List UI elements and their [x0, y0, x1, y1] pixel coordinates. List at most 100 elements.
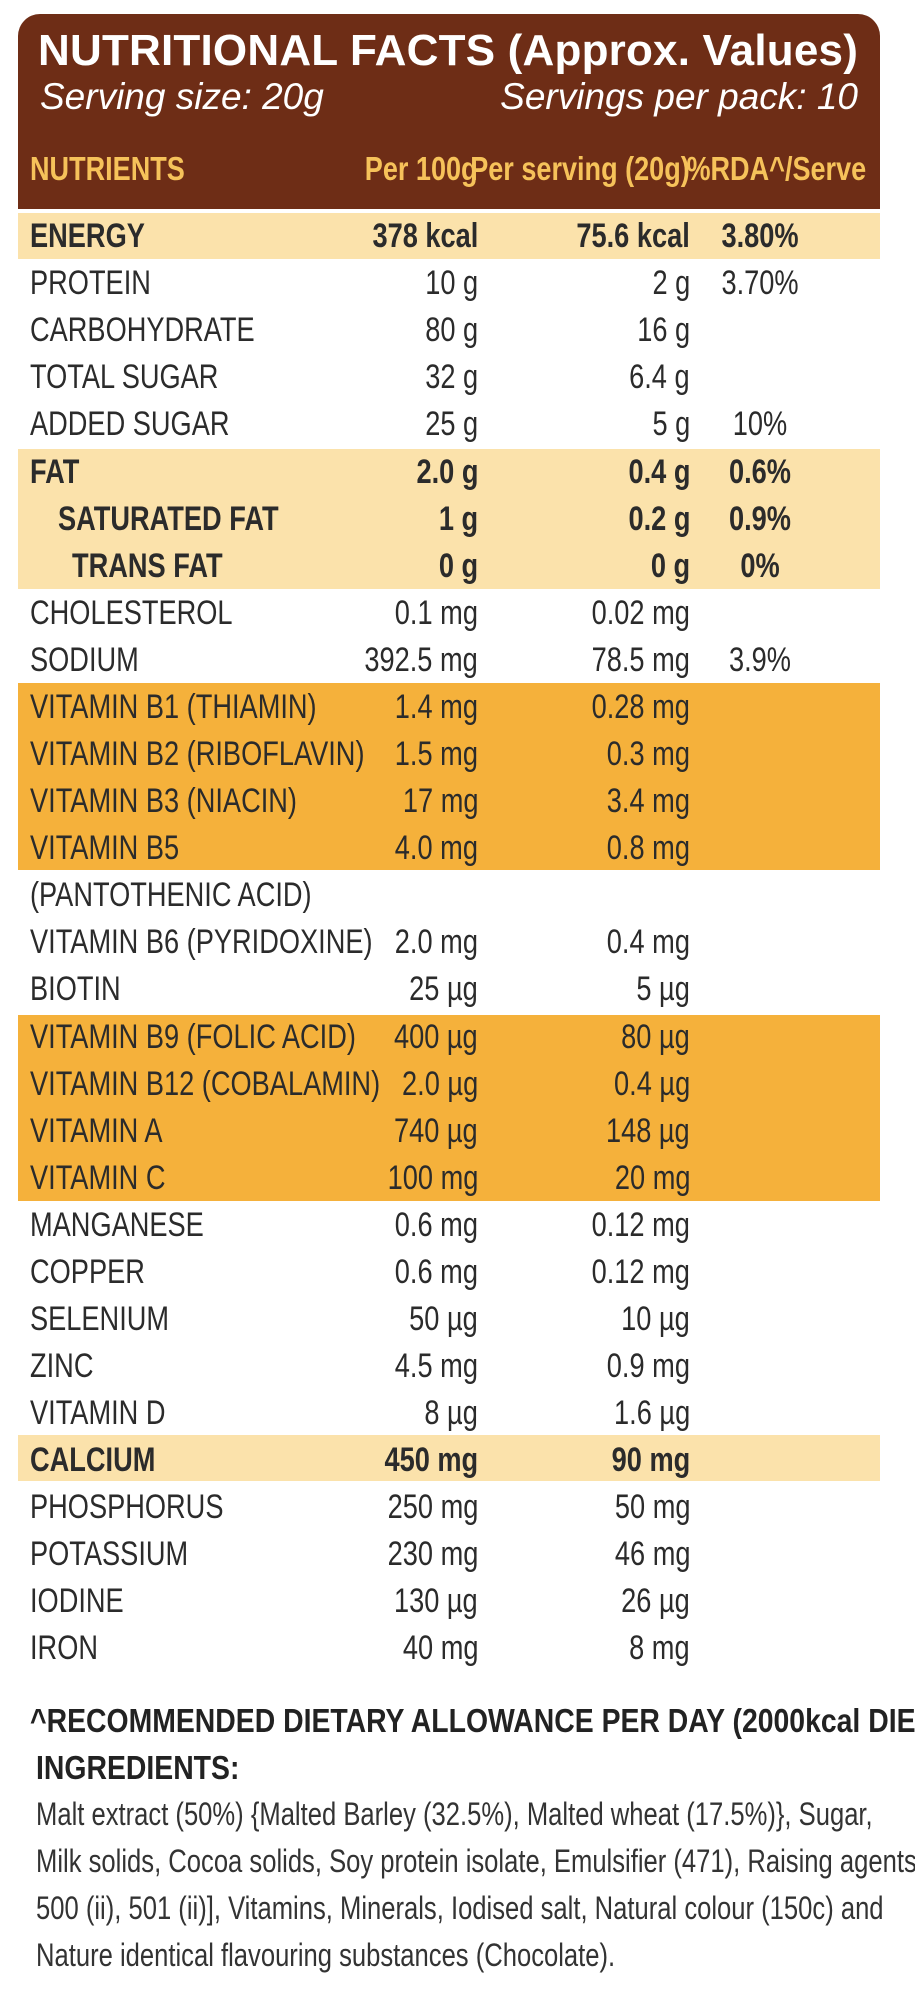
nutrient-name: FAT	[30, 453, 80, 491]
nutrient-name: CARBOHYDRATE	[30, 311, 255, 349]
per100-value: 1 g	[438, 500, 478, 538]
per-serving-value: 80 µg	[621, 1018, 690, 1056]
rda-value: 3.80%	[721, 217, 799, 255]
nutrient-name: ZINC	[30, 1347, 94, 1385]
highlight-band-vitamins-folic	[18, 1015, 880, 1201]
per100-value: 2.0 g	[416, 453, 478, 491]
per100-value: 250 mg	[387, 1488, 478, 1526]
per-serving-value: 75.6 kcal	[576, 217, 690, 255]
ingredients-line: 500 (ii), 501 (ii)], Vitamins, Minerals,…	[36, 1890, 884, 1926]
per100-value: 230 mg	[387, 1535, 478, 1573]
per-serving-value: 5 g	[652, 405, 690, 443]
rda-value: 0%	[740, 547, 780, 585]
per100-value: 0.1 mg	[394, 594, 478, 632]
nutrient-name: VITAMIN B12 (COBALAMIN)	[30, 1065, 381, 1103]
per-serving-value: 0.3 mg	[606, 735, 690, 773]
per100-value: 100 mg	[387, 1159, 478, 1197]
nutrient-name: VITAMIN B6 (PYRIDOXINE)	[30, 923, 373, 961]
per-serving-value: 6.4 g	[629, 358, 691, 396]
rda-value: 3.70%	[721, 264, 799, 302]
per100-value: 4.0 mg	[394, 829, 478, 867]
table-row: CARBOHYDRATE 80 g 16 g	[18, 306, 880, 354]
per100-value: 0.6 mg	[394, 1206, 478, 1244]
per-serving-value: 50 mg	[614, 1488, 690, 1526]
nutrient-name: IODINE	[30, 1582, 124, 1620]
nutrient-name: CALCIUM	[30, 1441, 156, 1479]
table-row: ENERGY 378 kcal 75.6 kcal 3.80%	[18, 212, 880, 260]
table-row: IRON 40 mg 8 mg	[18, 1624, 880, 1672]
highlight-band-calcium	[18, 1435, 880, 1481]
per-serving-value: 148 µg	[606, 1112, 690, 1150]
per100-value: 0.6 mg	[394, 1253, 478, 1291]
per-serving-value: 26 µg	[621, 1582, 690, 1620]
per100-value: 8 µg	[424, 1394, 478, 1432]
table-row: IODINE 130 µg 26 µg	[18, 1577, 880, 1625]
per100-value: 4.5 mg	[394, 1347, 478, 1385]
rda-value: 0.9%	[729, 500, 791, 538]
nutrient-name: ENERGY	[30, 217, 145, 255]
nutrient-name: CHOLESTEROL	[30, 594, 233, 632]
per100-value: 17 mg	[402, 782, 478, 820]
nutrient-name: SATURATED FAT	[58, 500, 279, 538]
per-serving-value: 20 mg	[614, 1159, 690, 1197]
per100-value: 1.4 mg	[394, 688, 478, 726]
table-row: TRANS FAT 0 g 0 g 0%	[18, 542, 880, 590]
per-serving-value: 8 mg	[629, 1629, 690, 1667]
per100-value: 400 µg	[394, 1018, 478, 1056]
per-serving-value: 46 mg	[614, 1535, 690, 1573]
rda-value: 10%	[732, 405, 788, 443]
per100-value: 450 mg	[384, 1441, 478, 1479]
table-row: PROTEIN 10 g 2 g 3.70%	[18, 259, 880, 307]
per-serving-value: 78.5 mg	[591, 641, 690, 679]
ingredients-line: Milk solids, Cocoa solids, Soy protein i…	[36, 1843, 915, 1879]
table-row: CHOLESTEROL 0.1 mg 0.02 mg	[18, 589, 880, 637]
per-serving-value: 0.12 mg	[591, 1253, 690, 1291]
nutrient-name: IRON	[30, 1629, 98, 1667]
per100-value: 80 g	[425, 311, 478, 349]
per-serving-value: 0.2 g	[628, 500, 690, 538]
nutrient-name: VITAMIN D	[30, 1394, 166, 1432]
per100-value: 40 mg	[402, 1629, 478, 1667]
per100-value: 392.5 mg	[364, 641, 478, 679]
table-row: SATURATED FAT 1 g 0.2 g 0.9%	[18, 495, 880, 543]
table-row: ADDED SUGAR 25 g 5 g 10%	[18, 400, 880, 448]
table-row: SELENIUM 50 µg 10 µg	[18, 1295, 880, 1343]
nutrient-name: PHOSPHORUS	[30, 1488, 224, 1526]
table-row: VITAMIN B2 (RIBOFLAVIN) 1.5 mg 0.3 mg	[18, 730, 880, 778]
per-serving-value: 16 g	[637, 311, 690, 349]
per-serving-value: 90 mg	[611, 1441, 690, 1479]
per-serving-value: 3.4 mg	[606, 782, 690, 820]
per100-value: 25 µg	[409, 970, 478, 1008]
nutrient-name: (PANTOTHENIC ACID)	[30, 876, 312, 914]
table-row: VITAMIN D 8 µg 1.6 µg	[18, 1389, 880, 1437]
ingredients-line: Nature identical flavouring substances (…	[36, 1937, 616, 1973]
nutrient-name: COPPER	[30, 1253, 145, 1291]
rda-value: 0.6%	[729, 453, 791, 491]
table-row: VITAMIN B6 (PYRIDOXINE) 2.0 mg 0.4 mg	[18, 918, 880, 966]
per-serving-value: 0.28 mg	[591, 688, 690, 726]
table-row: MANGANESE 0.6 mg 0.12 mg	[18, 1201, 880, 1249]
column-header-nutrients: NUTRIENTS	[30, 150, 185, 187]
per100-value: 740 µg	[394, 1112, 478, 1150]
ingredients-line: Malt extract (50%) {Malted Barley (32.5%…	[36, 1796, 873, 1832]
per100-value: 130 µg	[394, 1582, 478, 1620]
table-row: VITAMIN B1 (THIAMIN) 1.4 mg 0.28 mg	[18, 683, 880, 731]
per-serving-value: 0.02 mg	[591, 594, 690, 632]
table-row: FAT 2.0 g 0.4 g 0.6%	[18, 448, 880, 496]
per100-value: 50 µg	[409, 1300, 478, 1338]
nutrient-name: POTASSIUM	[30, 1535, 189, 1573]
table-row: VITAMIN B3 (NIACIN) 17 mg 3.4 mg	[18, 777, 880, 825]
rda-value: 3.9%	[729, 641, 791, 679]
per-serving-value: 0.4 µg	[613, 1065, 690, 1103]
label-title: NUTRITIONAL FACTS (Approx. Values)	[38, 26, 859, 75]
per-serving-value: 0.4 mg	[606, 923, 690, 961]
nutrient-name: VITAMIN B5	[30, 829, 180, 867]
label-header: NUTRITIONAL FACTS (Approx. Values) Servi…	[18, 14, 880, 209]
nutrient-name: SELENIUM	[30, 1300, 170, 1338]
nutrient-name: VITAMIN B9 (FOLIC ACID)	[30, 1018, 356, 1056]
per-serving-value: 0.4 g	[628, 453, 690, 491]
per100-value: 25 g	[425, 405, 478, 443]
table-row: BIOTIN 25 µg 5 µg	[18, 965, 880, 1013]
column-header-per-serving: Per serving (20g)	[470, 150, 690, 187]
